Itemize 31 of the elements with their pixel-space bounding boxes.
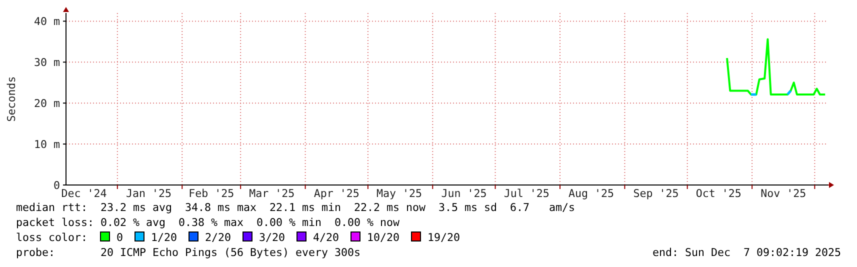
x-tick-label: Apr '25 [314, 187, 360, 200]
legend-label: 3/20 [259, 231, 286, 244]
y-tick-label: 30 m [34, 56, 60, 70]
legend-label: 4/20 [313, 231, 340, 244]
legend-label: 0 [116, 231, 124, 244]
x-tick-label: Jun '25 [441, 187, 487, 200]
y-tick-label: 10 m [34, 138, 60, 152]
x-tick-label: Jan '25 [126, 187, 172, 200]
text: probe: 20 ICMP Echo Pings (56 Bytes) every 300s [16, 246, 361, 259]
x-tick-label: Sep '25 [633, 187, 679, 200]
x-tick-label: Mar '25 [249, 187, 295, 200]
y-tick-label: 0 [53, 179, 60, 192]
text: packet loss: 0.02 % avg 0.38 % max 0.00 % min 0.00 % now [16, 216, 400, 229]
legend-label: 10/20 [367, 231, 400, 244]
y-tick-label: 20 m [34, 97, 60, 110]
legend-label: 1/20 [151, 231, 178, 244]
x-tick-label: Oct '25 [696, 187, 742, 200]
legend-label: 2/20 [205, 231, 232, 244]
x-tick-label: May '25 [376, 187, 422, 200]
legend-title: loss color: [16, 231, 88, 244]
x-tick-label: Jul '25 [504, 187, 550, 200]
y-axis-title: Seconds [5, 76, 18, 122]
x-tick-label: Dec '24 [61, 187, 107, 200]
x-tick-label: Nov '25 [760, 187, 806, 200]
line-series [726, 38, 826, 96]
x-tick-label: Aug '25 [568, 187, 614, 200]
text: median rtt: 23.2 ms avg 34.8 ms max 22.1 ms min 22.2 ms now 3.5 ms sd 6.7 am/s [16, 201, 576, 214]
legend-label: 19/20 [428, 231, 460, 244]
x-tick-label: Feb '25 [188, 187, 234, 200]
text: end: Sun Dec 7 09:02:19 2025 [652, 246, 841, 259]
y-tick-label: 40 m [34, 15, 60, 28]
